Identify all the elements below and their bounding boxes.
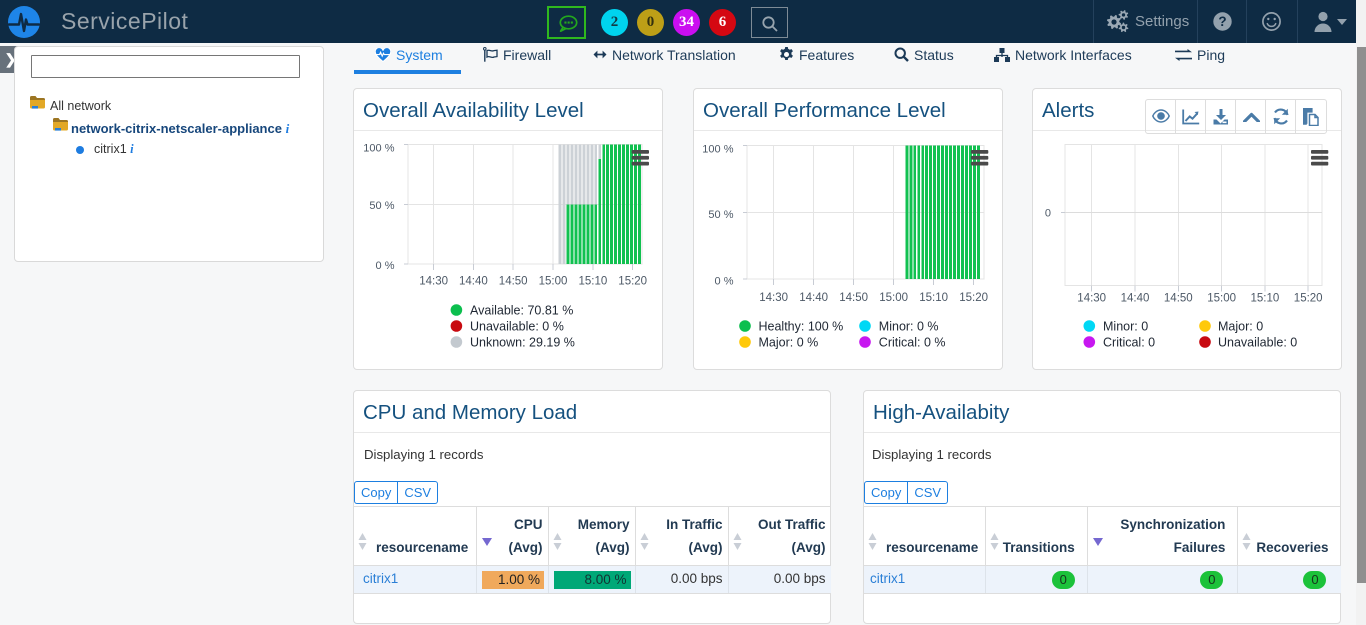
svg-text:15:00: 15:00 [879,292,908,304]
svg-text:14:40: 14:40 [799,292,828,304]
svg-text:14:40: 14:40 [1121,293,1150,305]
svg-text:50 %: 50 % [708,209,733,221]
svg-text:15:20: 15:20 [959,292,988,304]
svg-text:14:30: 14:30 [419,276,448,288]
svg-text:Unavailable: 0 %: Unavailable: 0 % [470,320,564,334]
svg-text:15:00: 15:00 [539,276,568,288]
svg-text:Critical: 0: Critical: 0 [1103,336,1155,350]
svg-text:Critical: 0 %: Critical: 0 % [879,336,946,350]
svg-text:Minor: 0: Minor: 0 [1103,320,1148,334]
svg-text:Unknown: 29.19 %: Unknown: 29.19 % [470,336,575,350]
svg-text:15:00: 15:00 [1207,293,1236,305]
svg-text:15:10: 15:10 [1251,293,1280,305]
svg-text:14:30: 14:30 [1077,293,1106,305]
svg-text:0 %: 0 % [376,260,395,272]
svg-text:14:40: 14:40 [459,276,488,288]
svg-text:15:10: 15:10 [919,292,948,304]
svg-text:Unavailable: 0: Unavailable: 0 [1218,336,1297,350]
svg-text:0 %: 0 % [715,276,734,288]
svg-text:14:50: 14:50 [499,276,528,288]
svg-text:100 %: 100 % [363,143,394,155]
svg-text:?: ? [1218,14,1226,29]
svg-text:14:30: 14:30 [759,292,788,304]
svg-text:Minor: 0 %: Minor: 0 % [879,320,939,334]
svg-text:15:20: 15:20 [1294,293,1323,305]
svg-text:15:10: 15:10 [579,276,608,288]
svg-text:Major: 0 %: Major: 0 % [759,336,819,350]
svg-text:50 %: 50 % [369,200,394,212]
svg-text:14:50: 14:50 [839,292,868,304]
svg-text:100 %: 100 % [702,144,733,156]
svg-text:15:20: 15:20 [618,276,647,288]
svg-text:14:50: 14:50 [1164,293,1193,305]
svg-text:Major: 0: Major: 0 [1218,320,1263,334]
svg-text:0: 0 [1045,207,1051,219]
svg-text:Available: 70.81 %: Available: 70.81 % [470,304,573,318]
svg-text:Healthy: 100 %: Healthy: 100 % [759,320,844,334]
